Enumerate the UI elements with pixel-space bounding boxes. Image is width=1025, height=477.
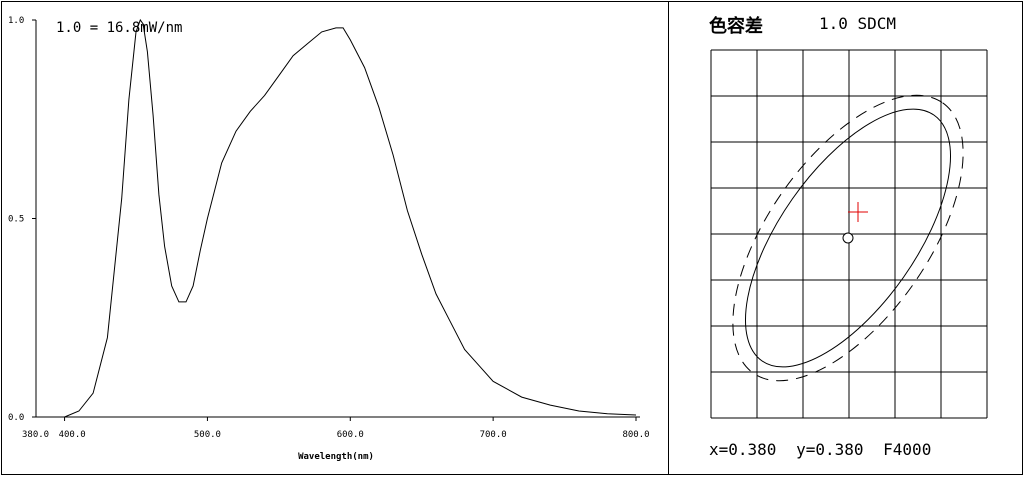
sdcm-grid <box>710 49 988 419</box>
spectrum-panel: 0.0 0.5 1.0 380.0 400.0 500.0 600.0 700.0 800.0 … <box>8 16 650 462</box>
x-tick-label: 800.0 <box>622 430 649 440</box>
spectrum-curve <box>36 18 637 418</box>
sdcm-inner-ellipse <box>745 108 951 368</box>
sdcm-title: 1.0 SDCM <box>819 14 897 33</box>
reference-standard: F4000 <box>883 440 932 459</box>
y-tick-label: 1.0 <box>8 16 24 26</box>
panel-divider <box>668 1 669 475</box>
x-tick-label: 500.0 <box>194 430 221 440</box>
sdcm-outer-ellipse <box>732 94 964 382</box>
x-axis-label: Wavelength(nm) <box>298 452 374 462</box>
y-coordinate: y=0.380 <box>796 440 864 459</box>
sdcm-center-point <box>842 232 854 244</box>
sdcm-chart <box>710 49 988 419</box>
x-tick-label: 700.0 <box>480 430 507 440</box>
sdcm-title-chinese: 色容差 <box>709 16 763 37</box>
sdcm-coordinates: x=0.380 y=0.380 F4000 <box>709 440 941 459</box>
x-coordinate: x=0.380 <box>709 440 777 459</box>
y-tick-label: 0.5 <box>8 215 24 225</box>
sdcm-panel: 色容差 1.0 SDCM x=0.380 y=0.380 F4000 <box>669 0 1025 477</box>
x-tick-label: 400.0 <box>59 430 86 440</box>
x-tick-label: 600.0 <box>337 430 364 440</box>
spectrum-axes <box>35 20 640 418</box>
scale-label: 1.0 = 16.8mW/nm <box>56 20 182 36</box>
x-tick-label-start: 380.0 <box>22 430 49 440</box>
spectrum-ticks: 0.0 0.5 1.0 380.0 400.0 500.0 600.0 700.0 800.0 <box>8 16 650 440</box>
sdcm-measured-cross <box>848 202 868 222</box>
y-tick-label: 0.0 <box>8 413 24 423</box>
